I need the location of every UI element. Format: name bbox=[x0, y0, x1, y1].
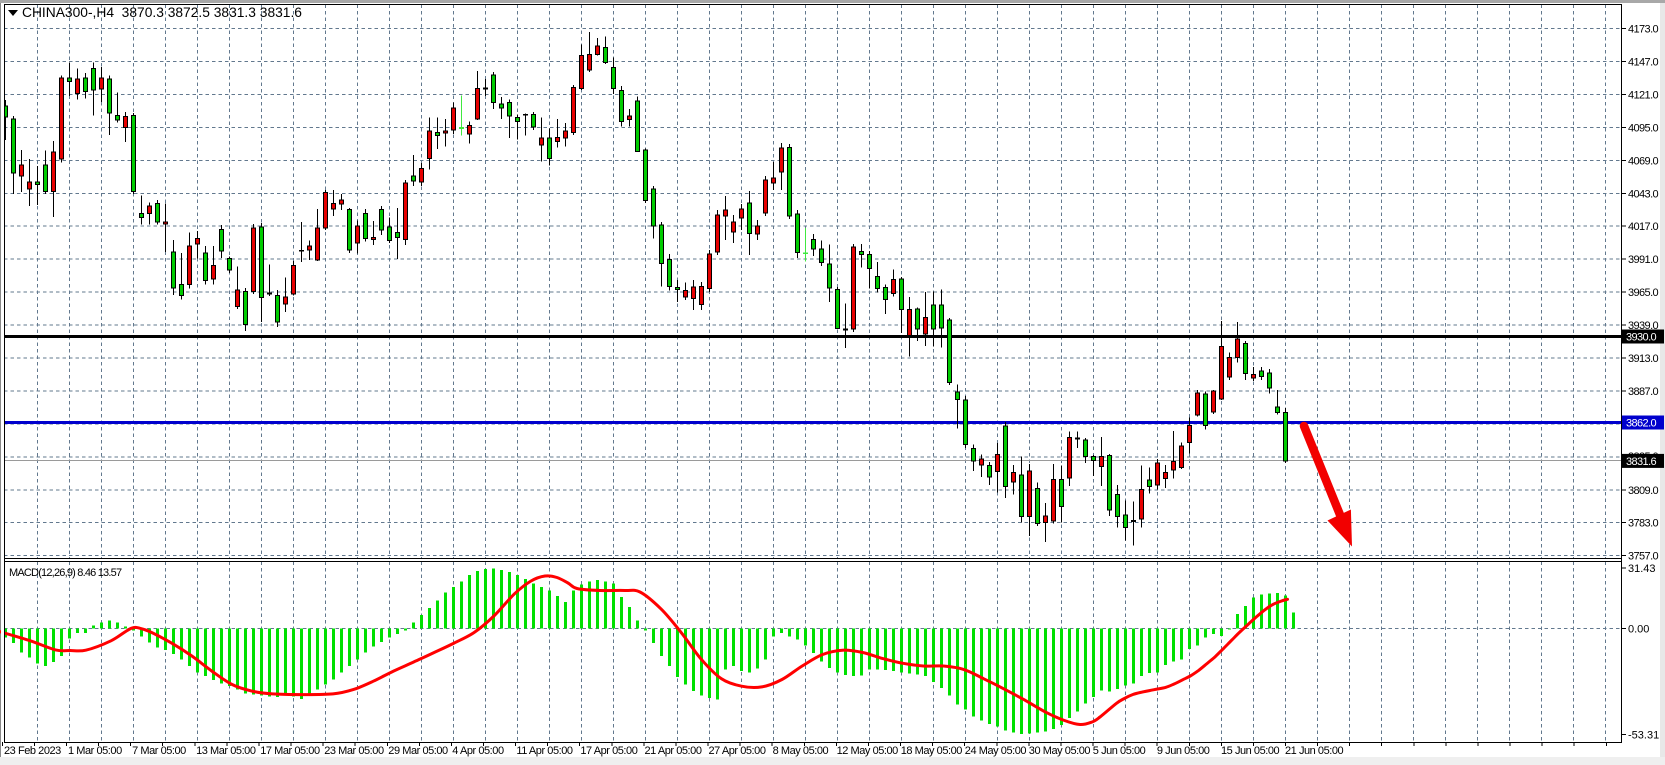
svg-text:3930.0: 3930.0 bbox=[1626, 332, 1657, 344]
svg-text:-53.31: -53.31 bbox=[1628, 730, 1659, 742]
svg-text:4 Apr 05:00: 4 Apr 05:00 bbox=[452, 745, 504, 757]
svg-text:3757.0: 3757.0 bbox=[1628, 551, 1659, 563]
svg-text:4147.0: 4147.0 bbox=[1628, 57, 1659, 69]
svg-text:21 Apr 05:00: 21 Apr 05:00 bbox=[645, 745, 702, 757]
svg-text:9 Jun 05:00: 9 Jun 05:00 bbox=[1157, 745, 1210, 757]
svg-text:CHINA300-,H4 3870.3 3872.5 38: CHINA300-,H4 3870.3 3872.5 3831.3 3831.6 bbox=[22, 5, 302, 20]
svg-text:7 Mar 05:00: 7 Mar 05:00 bbox=[132, 745, 186, 757]
svg-text:3862.0: 3862.0 bbox=[1626, 418, 1657, 430]
svg-text:4173.0: 4173.0 bbox=[1628, 24, 1659, 36]
svg-text:4043.0: 4043.0 bbox=[1628, 188, 1659, 200]
svg-text:3965.0: 3965.0 bbox=[1628, 287, 1659, 299]
svg-text:30 May 05:00: 30 May 05:00 bbox=[1029, 745, 1091, 757]
svg-text:3913.0: 3913.0 bbox=[1628, 353, 1659, 365]
svg-text:8 May 05:00: 8 May 05:00 bbox=[773, 745, 829, 757]
svg-text:5 Jun 05:00: 5 Jun 05:00 bbox=[1093, 745, 1146, 757]
svg-text:12 May 05:00: 12 May 05:00 bbox=[837, 745, 899, 757]
svg-text:3991.0: 3991.0 bbox=[1628, 254, 1659, 266]
svg-text:15 Jun 05:00: 15 Jun 05:00 bbox=[1221, 745, 1280, 757]
svg-text:13 Mar 05:00: 13 Mar 05:00 bbox=[196, 745, 256, 757]
svg-text:3831.6: 3831.6 bbox=[1626, 456, 1657, 468]
svg-text:1 Mar 05:00: 1 Mar 05:00 bbox=[68, 745, 122, 757]
svg-text:23 Feb 2023: 23 Feb 2023 bbox=[4, 745, 61, 757]
svg-text:3783.0: 3783.0 bbox=[1628, 518, 1659, 530]
svg-text:24 May 05:00: 24 May 05:00 bbox=[965, 745, 1027, 757]
svg-text:3887.0: 3887.0 bbox=[1628, 386, 1659, 398]
svg-text:31.43: 31.43 bbox=[1628, 563, 1656, 575]
svg-text:18 May 05:00: 18 May 05:00 bbox=[901, 745, 963, 757]
svg-text:4095.0: 4095.0 bbox=[1628, 122, 1659, 134]
svg-text:4069.0: 4069.0 bbox=[1628, 155, 1659, 167]
svg-text:11 Apr 05:00: 11 Apr 05:00 bbox=[516, 745, 573, 757]
svg-text:27 Apr 05:00: 27 Apr 05:00 bbox=[709, 745, 766, 757]
svg-text:4121.0: 4121.0 bbox=[1628, 90, 1659, 102]
svg-text:MACD(12,26,9) 8.46 13.57: MACD(12,26,9) 8.46 13.57 bbox=[9, 567, 122, 579]
svg-text:17 Mar 05:00: 17 Mar 05:00 bbox=[260, 745, 320, 757]
svg-text:23 Mar 05:00: 23 Mar 05:00 bbox=[324, 745, 384, 757]
svg-text:29 Mar 05:00: 29 Mar 05:00 bbox=[388, 745, 448, 757]
svg-text:3939.0: 3939.0 bbox=[1628, 320, 1659, 332]
svg-text:21 Jun 05:00: 21 Jun 05:00 bbox=[1285, 745, 1344, 757]
svg-text:3809.0: 3809.0 bbox=[1628, 485, 1659, 497]
svg-text:4017.0: 4017.0 bbox=[1628, 221, 1659, 233]
svg-text:0.00: 0.00 bbox=[1628, 623, 1649, 635]
svg-text:17 Apr 05:00: 17 Apr 05:00 bbox=[580, 745, 637, 757]
